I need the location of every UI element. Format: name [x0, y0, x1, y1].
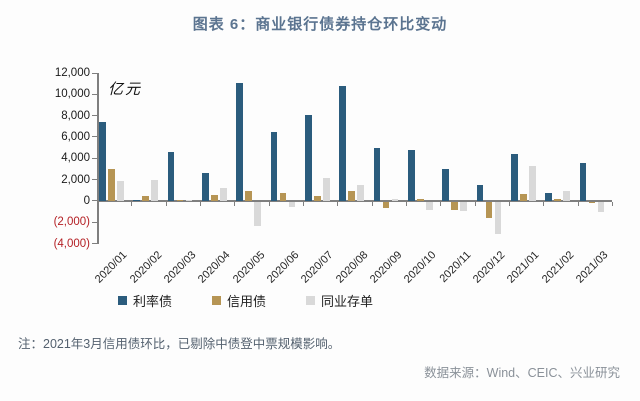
y-axis-unit-label: 亿元: [108, 80, 143, 98]
legend-item: 同业存单: [306, 291, 373, 310]
bar-利率债-2020/06: [270, 131, 278, 201]
bar-信用债-2020/05: [245, 190, 252, 201]
y-tick-mark: [92, 136, 97, 138]
legend-swatch-icon: [212, 296, 222, 305]
bar-信用债-2020/08: [348, 191, 355, 201]
y-tick-label: (2,000): [53, 216, 90, 229]
legend-label: 利率债: [133, 294, 173, 309]
bar-同业存单-2020/06: [288, 201, 296, 207]
bar-信用债-2020/11: [451, 201, 458, 211]
x-axis-line: [97, 200, 612, 202]
bar-利率债-2020/09: [373, 147, 381, 201]
legend-swatch-icon: [306, 296, 316, 305]
bar-同业存单-2020/01: [117, 180, 124, 201]
y-tick-mark: [92, 221, 97, 223]
footnote: 注：2021年3月信用债环比，已剔除中债登中票规模影响。: [18, 337, 341, 351]
bar-利率债-2020/10: [408, 149, 415, 201]
bar-信用债-2020/02: [142, 196, 149, 201]
bar-同业存单-2020/04: [220, 188, 227, 201]
bar-信用债-2020/04: [211, 195, 218, 201]
y-tick-label: 0: [83, 194, 90, 207]
bar-同业存单-2020/08: [357, 185, 364, 201]
y-tick-mark: [92, 243, 97, 244]
bar-同业存单-2020/09: [391, 198, 399, 201]
y-tick-label: 8,000: [61, 109, 90, 122]
bar-同业存单-2021/01: [529, 166, 536, 201]
x-tick-mark: [371, 201, 373, 206]
y-tick-mark: [92, 93, 97, 95]
legend-swatch-icon: [118, 296, 127, 305]
x-tick-mark: [337, 201, 339, 206]
y-tick-label: 4,000: [61, 152, 90, 165]
x-tick-mark: [543, 201, 545, 206]
chart-legend: 利率债 信用债 同业存单: [118, 291, 373, 310]
bar-利率债-2020/12: [476, 184, 484, 201]
y-tick-label: (4,000): [53, 237, 90, 250]
bar-利率债-2021/03: [579, 162, 587, 201]
y-tick-label: 2,000: [61, 173, 90, 186]
bar-信用债-2020/07: [314, 196, 321, 201]
bar-同业存单-2020/05: [254, 201, 261, 227]
x-tick-mark: [612, 201, 613, 206]
bar-同业存单-2020/10: [426, 201, 433, 211]
bar-利率债-2020/04: [202, 173, 209, 201]
bar-同业存单-2020/07: [323, 177, 330, 201]
y-tick-mark: [92, 200, 97, 202]
x-tick-mark: [268, 201, 270, 206]
bar-同业存单-2021/02: [563, 191, 570, 201]
x-tick-mark: [474, 201, 476, 206]
bar-信用债-2020/10: [417, 198, 424, 201]
bar-利率债-2020/11: [442, 168, 449, 201]
bar-利率债-2020/07: [305, 114, 312, 201]
bar-信用债-2020/06: [279, 193, 287, 201]
x-tick-mark: [303, 201, 304, 206]
y-tick-mark: [92, 179, 97, 181]
bar-信用债-2021/02: [554, 199, 561, 201]
x-tick-mark: [406, 201, 407, 206]
bar-同业存单-2021/03: [597, 201, 605, 213]
bar-信用债-2020/01: [108, 168, 115, 201]
bar-信用债-2020/12: [485, 201, 493, 218]
x-tick-mark: [440, 201, 442, 206]
bar-信用债-2021/01: [520, 194, 527, 201]
x-tick-mark: [509, 201, 510, 206]
bar-同业存单-2020/12: [494, 201, 502, 234]
bar-利率债-2021/01: [511, 153, 518, 201]
legend-label: 同业存单: [321, 294, 374, 309]
bar-信用债-2020/09: [382, 201, 390, 209]
x-tick-mark: [577, 201, 579, 206]
bar-信用债-2021/03: [588, 201, 596, 204]
x-tick-mark: [200, 201, 201, 206]
y-tick-label: 12,000: [54, 67, 90, 79]
bar-同业存单-2020/02: [151, 179, 158, 201]
y-tick-mark: [92, 115, 97, 117]
legend-item: 利率债: [118, 291, 172, 310]
chart-title: 图表 6：商业银行债券持仓环比变动: [192, 16, 448, 33]
bar-同业存单-2020/03: [185, 199, 193, 201]
y-tick-mark: [92, 72, 97, 74]
x-tick-mark: [165, 201, 167, 206]
bar-利率债-2020/01: [99, 122, 106, 201]
bar-利率债-2020/02: [133, 199, 140, 201]
bar-同业存单-2020/11: [460, 201, 467, 212]
data-source: 数据来源：Wind、CEIC、兴业研究: [424, 366, 620, 380]
bar-利率债-2020/08: [339, 85, 346, 201]
y-axis-line: [97, 73, 99, 244]
bar-利率债-2020/03: [167, 151, 175, 201]
y-tick-mark: [92, 157, 97, 159]
x-tick-mark: [234, 201, 236, 206]
x-tick-mark: [131, 201, 133, 206]
bar-利率债-2020/05: [236, 82, 243, 201]
legend-label: 信用债: [227, 294, 267, 309]
legend-item: 信用债: [212, 291, 266, 310]
bar-信用债-2020/03: [176, 199, 184, 201]
bar-利率债-2021/02: [545, 193, 552, 201]
x-tick-mark: [97, 201, 98, 206]
y-tick-label: 6,000: [61, 130, 90, 143]
y-tick-label: 10,000: [54, 88, 90, 101]
